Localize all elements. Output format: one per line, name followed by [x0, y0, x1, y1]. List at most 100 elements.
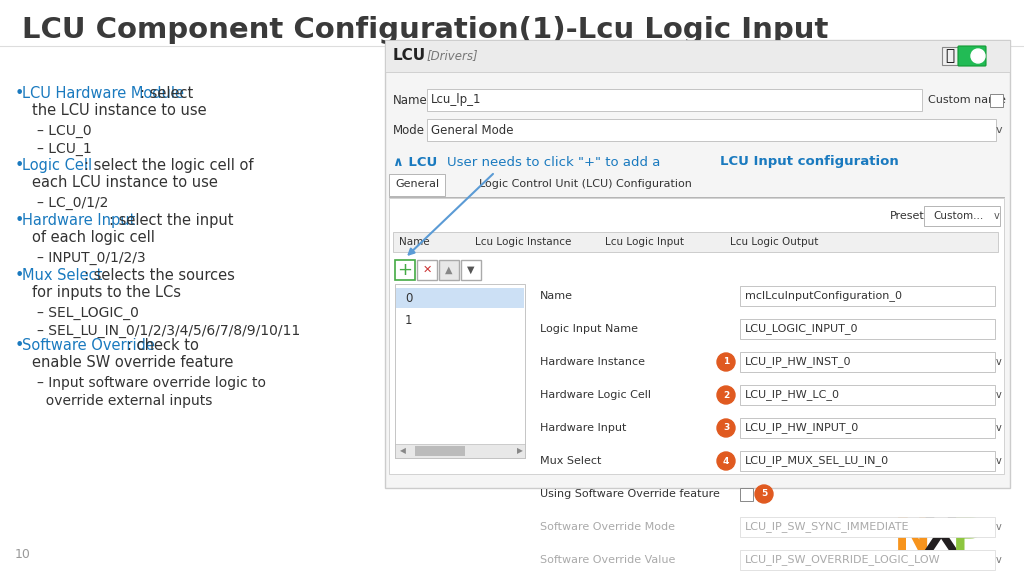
FancyBboxPatch shape [740, 488, 753, 501]
Text: Hardware Instance: Hardware Instance [540, 357, 645, 367]
Text: of each logic cell: of each logic cell [32, 230, 155, 245]
FancyBboxPatch shape [740, 517, 995, 537]
Circle shape [717, 353, 735, 371]
Text: – SEL_LOGIC_0: – SEL_LOGIC_0 [37, 306, 139, 320]
Text: v: v [996, 423, 1001, 433]
Text: override external inputs: override external inputs [37, 394, 212, 408]
Text: 2: 2 [723, 391, 729, 400]
Text: User needs to click "+" to add a: User needs to click "+" to add a [447, 156, 665, 169]
Text: ✕: ✕ [422, 265, 432, 275]
FancyBboxPatch shape [924, 206, 1000, 226]
Text: Hardware Logic Cell: Hardware Logic Cell [540, 390, 651, 400]
Text: Preset: Preset [890, 211, 925, 221]
FancyBboxPatch shape [740, 286, 995, 306]
Text: LCU_IP_SW_OVERRIDE_LOGIC_LOW: LCU_IP_SW_OVERRIDE_LOGIC_LOW [745, 555, 941, 566]
FancyBboxPatch shape [385, 40, 1010, 488]
Text: v: v [994, 211, 999, 221]
Circle shape [717, 419, 735, 437]
Text: LCU_IP_MUX_SEL_LU_IN_0: LCU_IP_MUX_SEL_LU_IN_0 [745, 456, 889, 467]
Text: – SEL_LU_IN_0/1/2/3/4/5/6/7/8/9/10/11: – SEL_LU_IN_0/1/2/3/4/5/6/7/8/9/10/11 [37, 324, 300, 338]
Text: : check to: : check to [127, 338, 200, 353]
Text: 1: 1 [723, 358, 729, 366]
Text: enable SW override feature: enable SW override feature [32, 355, 233, 370]
Text: Logic Control Unit (LCU) Configuration: Logic Control Unit (LCU) Configuration [478, 179, 691, 189]
FancyBboxPatch shape [439, 260, 459, 280]
Text: LCU_IP_HW_INST_0: LCU_IP_HW_INST_0 [745, 357, 852, 367]
FancyBboxPatch shape [740, 418, 995, 438]
Text: Name: Name [393, 93, 428, 107]
Text: Software Override: Software Override [22, 338, 155, 353]
Text: •: • [15, 86, 25, 101]
Text: LCU_IP_SW_SYNC_IMMEDIATE: LCU_IP_SW_SYNC_IMMEDIATE [745, 521, 909, 532]
FancyBboxPatch shape [740, 352, 995, 372]
Text: – INPUT_0/1/2/3: – INPUT_0/1/2/3 [37, 251, 145, 265]
FancyBboxPatch shape [389, 198, 1004, 474]
Text: each LCU instance to use: each LCU instance to use [32, 175, 218, 190]
FancyBboxPatch shape [740, 550, 995, 570]
Text: +: + [397, 261, 413, 279]
Text: 1: 1 [406, 313, 413, 327]
Circle shape [717, 452, 735, 470]
Circle shape [971, 49, 985, 63]
Text: Mode: Mode [393, 123, 425, 137]
FancyBboxPatch shape [385, 40, 1010, 72]
FancyBboxPatch shape [990, 94, 1002, 107]
Text: LCU: LCU [393, 48, 426, 63]
Text: LCU Input configuration: LCU Input configuration [720, 156, 899, 169]
Text: •: • [15, 338, 25, 353]
FancyBboxPatch shape [396, 288, 524, 308]
Text: Logic Cell: Logic Cell [22, 158, 92, 173]
Text: – LCU_0: – LCU_0 [37, 124, 91, 138]
FancyBboxPatch shape [417, 260, 437, 280]
Text: v: v [996, 125, 1002, 135]
Text: LCU Hardware Module: LCU Hardware Module [22, 86, 184, 101]
Text: – Input software override logic to: – Input software override logic to [37, 376, 266, 390]
FancyBboxPatch shape [427, 119, 996, 141]
Circle shape [755, 485, 773, 503]
Text: ∧ LCU: ∧ LCU [393, 156, 437, 169]
Text: N: N [893, 517, 931, 559]
Text: 0: 0 [406, 291, 413, 305]
Text: Lcu Logic Output: Lcu Logic Output [730, 237, 818, 247]
FancyBboxPatch shape [415, 446, 465, 456]
Text: Lcu_lp_1: Lcu_lp_1 [431, 93, 481, 107]
FancyBboxPatch shape [740, 319, 995, 339]
Text: : select: : select [140, 86, 194, 101]
Text: v: v [996, 357, 1001, 367]
Text: LCU_IP_HW_INPUT_0: LCU_IP_HW_INPUT_0 [745, 423, 859, 434]
Text: ▼: ▼ [467, 265, 475, 275]
Text: Mux Select: Mux Select [22, 268, 102, 283]
Text: Using Software Override feature: Using Software Override feature [540, 489, 720, 499]
Circle shape [717, 386, 735, 404]
Text: mclLcuInputConfiguration_0: mclLcuInputConfiguration_0 [745, 290, 902, 301]
FancyBboxPatch shape [395, 284, 525, 458]
Text: Hardware Input: Hardware Input [22, 213, 135, 228]
Text: •: • [15, 158, 25, 173]
Text: LCU_LOGIC_INPUT_0: LCU_LOGIC_INPUT_0 [745, 324, 858, 335]
Text: 3: 3 [723, 423, 729, 433]
FancyBboxPatch shape [942, 47, 958, 65]
Text: 📄: 📄 [945, 48, 954, 63]
Text: ▶: ▶ [517, 446, 523, 456]
Text: Hardware Input: Hardware Input [540, 423, 627, 433]
Text: Logic Input Name: Logic Input Name [540, 324, 638, 334]
Text: Lcu Logic Instance: Lcu Logic Instance [475, 237, 571, 247]
Text: 5: 5 [761, 490, 767, 498]
Text: Mux Select: Mux Select [540, 456, 601, 466]
Text: : selects the sources: : selects the sources [84, 268, 234, 283]
Text: Custom...: Custom... [933, 211, 983, 221]
FancyBboxPatch shape [461, 260, 481, 280]
Text: •: • [15, 213, 25, 228]
Text: for inputs to the LCs: for inputs to the LCs [32, 285, 181, 300]
FancyBboxPatch shape [740, 451, 995, 471]
FancyBboxPatch shape [740, 385, 995, 405]
Text: 4: 4 [723, 457, 729, 465]
FancyBboxPatch shape [395, 444, 525, 458]
Text: – LCU_1: – LCU_1 [37, 142, 92, 156]
Text: [Drivers]: [Drivers] [427, 50, 478, 63]
Text: Software Override Value: Software Override Value [540, 555, 676, 565]
Text: Custom name: Custom name [928, 95, 1006, 105]
Text: •: • [15, 268, 25, 283]
FancyBboxPatch shape [427, 89, 922, 111]
Text: ◀: ◀ [400, 446, 406, 456]
